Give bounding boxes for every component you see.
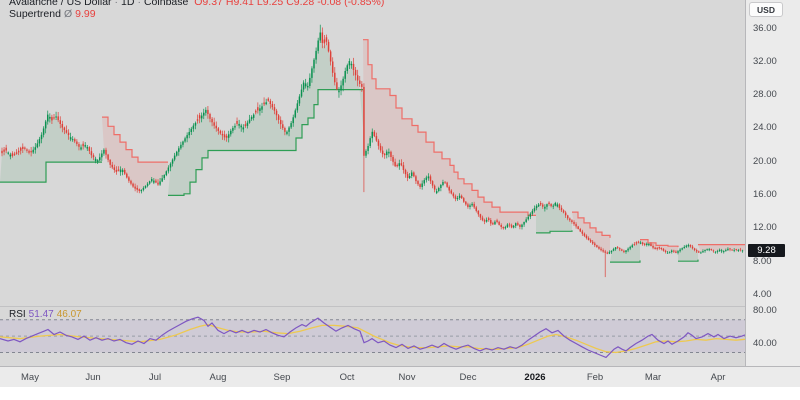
- rsi-ma-value: 46.07: [56, 309, 82, 320]
- exchange-label: Coinbase: [143, 0, 189, 8]
- time-tick-Aug: Aug: [209, 372, 227, 383]
- last-price-badge: 9.28: [748, 244, 785, 258]
- legend-separator: ·: [137, 0, 141, 8]
- price-tick-28.00: 28.00: [753, 89, 777, 101]
- supertrend-up-line: [168, 89, 363, 196]
- time-tick-Oct: Oct: [339, 372, 355, 383]
- time-tick-May: May: [21, 372, 39, 383]
- supertrend-up-fill: [678, 245, 698, 262]
- ohlc-high: H9.41: [225, 0, 254, 8]
- price-chart-canvas: [0, 24, 745, 278]
- price-change: -0.08 (-0.85%): [317, 0, 385, 8]
- rsi-name: RSI: [9, 309, 26, 320]
- supertrend-up-fill: [610, 242, 640, 263]
- symbol-title: Avalanche / US Dollar: [9, 0, 112, 8]
- rsi-chart-canvas: [0, 316, 745, 359]
- price-tick-32.00: 32.00: [753, 55, 777, 67]
- symbol-legend: Avalanche / US Dollar · 1D · Coinbase O9.37 H…: [9, 0, 387, 8]
- rsi-ma-line: [0, 323, 745, 354]
- timeframe-label: 1D: [121, 0, 135, 8]
- supertrend-down-line: [102, 116, 168, 163]
- ohlc-low: L9.25: [256, 0, 284, 8]
- supertrend-up-fill: [168, 36, 363, 196]
- supertrend-name: Supertrend: [9, 8, 61, 20]
- currency-button[interactable]: USD: [749, 2, 783, 17]
- price-tick-16.00: 16.00: [753, 189, 777, 201]
- time-tick-Mar: Mar: [644, 372, 662, 383]
- time-axis[interactable]: May Jun Jul Aug Sep Oct Nov Dec 2026 Feb Mar Apr: [0, 366, 800, 387]
- ohlc-open: O9.37: [194, 0, 223, 8]
- rsi-line: [0, 316, 745, 359]
- price-tick-24.00: 24.00: [753, 122, 777, 134]
- candles: [1, 24, 744, 278]
- legend-separator: ·: [114, 0, 119, 8]
- supertrend-down-line: [363, 39, 536, 216]
- time-tick-Dec: Dec: [459, 372, 477, 383]
- price-tick-20.00: 20.00: [753, 155, 777, 167]
- time-tick-Nov: Nov: [398, 372, 416, 383]
- supertrend-up-line: [610, 260, 641, 263]
- price-axis[interactable]: USD 9.28 36.00 32.00 28.00 24.00 20.00 16.00 1…: [745, 0, 800, 366]
- rsi-legend: RSI 51.47 46.07: [9, 309, 85, 320]
- supertrend-up-line: [678, 259, 699, 262]
- supertrend-up-fill: [0, 117, 102, 183]
- rsi-tick-80.00: 80.00: [753, 305, 777, 316]
- price-tick-12.00: 12.00: [753, 222, 777, 234]
- price-tick-36.00: 36.00: [753, 22, 777, 34]
- supertrend-up-line: [0, 161, 102, 183]
- time-tick-Feb: Feb: [586, 372, 604, 383]
- time-tick-Jun: Jun: [85, 372, 101, 383]
- rsi-value: 51.47: [28, 309, 54, 320]
- supertrend-down-fill: [698, 244, 745, 253]
- supertrend-down-line: [640, 239, 679, 248]
- ohlc-close: C9.28: [286, 0, 315, 8]
- time-tick-2026: 2026: [524, 372, 546, 383]
- time-tick-Apr: Apr: [710, 372, 726, 383]
- supertrend-lines: [0, 39, 745, 263]
- supertrend-down-fill: [572, 212, 610, 254]
- time-tick-Jul: Jul: [148, 372, 162, 383]
- supertrend-avg-symbol: Ø: [63, 8, 73, 20]
- supertrend-value: 9.99: [75, 8, 96, 20]
- rsi-tick-40.00: 40.00: [753, 337, 777, 349]
- price-tick-8.00: 8.00: [753, 255, 772, 267]
- supertrend-up-fill: [536, 202, 572, 233]
- time-tick-Sep: Sep: [273, 372, 291, 383]
- supertrend-down-fill: [363, 39, 536, 229]
- supertrend-legend: Supertrend Ø 9.99: [9, 8, 99, 20]
- rsi-pane[interactable]: RSI 51.47 46.07: [0, 306, 745, 366]
- supertrend-down-fill: [102, 117, 168, 192]
- price-pane[interactable]: Avalanche / US Dollar · 1D · Coinbase O9.37 H…: [0, 0, 745, 306]
- supertrend-down-line: [572, 211, 611, 238]
- price-tick-4.00: 4.00: [753, 289, 772, 301]
- supertrend-up-line: [536, 230, 573, 234]
